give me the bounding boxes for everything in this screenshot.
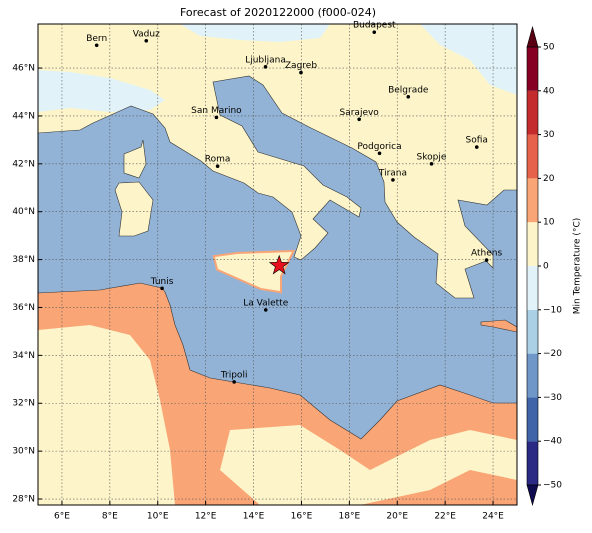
desert (220, 425, 517, 505)
colorbar-tick-label: −40 (543, 437, 562, 447)
city-marker (391, 178, 395, 182)
event-marker (268, 254, 290, 275)
city-label: La Valette (243, 298, 288, 308)
colorbar-tick-label: 50 (543, 43, 555, 53)
y-tick-label: 44°N (12, 111, 35, 121)
city-marker (160, 286, 164, 291)
x-tick-label: 16°E (291, 512, 313, 522)
x-tick-label: 18°E (339, 512, 361, 522)
city-marker (214, 115, 219, 120)
x-tick-label: 24°E (482, 512, 504, 522)
city-marker (263, 308, 268, 312)
city-marker (406, 94, 411, 99)
colorbar-segment (527, 47, 538, 91)
y-tick-label: 32°N (12, 399, 35, 409)
colorbar-tick-label: −30 (543, 393, 562, 403)
colorbar-tick-label: 0 (543, 262, 549, 272)
map-overlay (38, 24, 517, 505)
island (123, 139, 147, 179)
city-label: Vaduz (133, 29, 160, 39)
city-label: Belgrade (388, 85, 429, 95)
colorbar-segment (527, 178, 538, 223)
city-label: Bern (86, 34, 107, 44)
desert (38, 325, 175, 505)
colorbar-tick-label: 40 (543, 86, 555, 96)
city-label: Sofia (466, 136, 488, 146)
city-marker (372, 30, 377, 34)
x-tick-label: 12°E (195, 512, 217, 522)
city-label: Tirana (378, 168, 407, 178)
y-tick-label: 46°N (12, 64, 35, 74)
city-marker (299, 70, 303, 75)
city-marker (215, 164, 220, 169)
colorbar-tick-label: −10 (543, 305, 562, 315)
city-marker (484, 258, 489, 262)
title: Forecast of 2020122000 (f000-024) (180, 6, 376, 19)
colorbar-segment (527, 90, 538, 135)
city-marker (144, 38, 149, 43)
colorbar-tick-label: −50 (543, 481, 562, 491)
island (480, 319, 517, 333)
colorbar-extend (526, 25, 539, 48)
colorbar-extend (526, 484, 539, 507)
city-marker (357, 117, 361, 122)
y-tick-label: 42°N (12, 159, 35, 169)
city-label: Zagreb (285, 61, 317, 71)
x-tick-label: 6°E (54, 512, 70, 522)
y-tick-label: 38°N (12, 255, 35, 265)
island (212, 249, 296, 294)
y-tick-label: 34°N (12, 351, 35, 361)
colorbar-label: Min Temperature (°C) (573, 218, 583, 315)
city-label: Ljubljana (245, 55, 286, 65)
city-marker (377, 151, 382, 156)
map (38, 24, 517, 505)
colorbar-segment (527, 309, 538, 354)
city-label: San Marino (191, 106, 242, 116)
x-tick-label: 20°E (386, 512, 408, 522)
cold-land (38, 70, 165, 112)
colorbar-segment (527, 266, 538, 310)
city-marker (474, 145, 479, 149)
colorbar-segment (527, 353, 538, 398)
colorbar-segment (527, 397, 538, 442)
y-tick-label: 30°N (12, 447, 35, 457)
x-tick-label: 14°E (243, 512, 265, 522)
city-label: Athens (471, 249, 502, 259)
colorbar-tick-label: −20 (543, 349, 562, 359)
colorbar-tick-label: 10 (543, 218, 555, 228)
island (114, 181, 154, 237)
colorbar-tick-label: 20 (543, 174, 555, 184)
map-frame (37, 23, 518, 506)
colorbar-tick-label: 30 (543, 130, 555, 140)
y-tick-label: 40°N (12, 207, 35, 217)
y-tick-label: 28°N (12, 495, 35, 505)
x-tick-label: 22°E (434, 512, 456, 522)
city-label: Sarajevo (340, 108, 380, 118)
city-marker (232, 380, 236, 384)
city-label: Skopje (417, 152, 447, 162)
colorbar-segment (527, 441, 538, 485)
x-tick-label: 10°E (147, 512, 169, 522)
colorbar-segment (527, 134, 538, 179)
city-label: Roma (205, 155, 231, 165)
city-label: Podgorica (357, 142, 401, 152)
x-tick-label: 8°E (102, 512, 118, 522)
city-label: Tripoli (220, 370, 248, 380)
cold-land (180, 24, 330, 42)
city-marker (429, 162, 434, 166)
city-label: Tunis (150, 277, 174, 287)
city-marker (263, 65, 268, 69)
y-tick-label: 36°N (12, 303, 35, 313)
colorbar: −50 −40 −30 −20 −10 0 10 20 30 40 50 Min Temperatur… (526, 25, 583, 507)
colorbar-segment (527, 222, 538, 266)
city-marker (94, 43, 99, 48)
city-label: Budapest (353, 21, 396, 31)
